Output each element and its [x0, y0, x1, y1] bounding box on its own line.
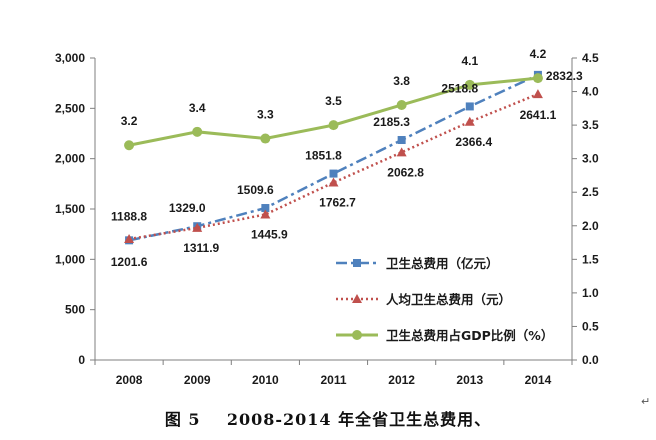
right-tick-label: 2.5 — [582, 185, 599, 199]
x-tick-label: 2011 — [320, 373, 346, 387]
right-tick-label: 3.0 — [582, 152, 599, 166]
data-label-per-capita: 1311.9 — [183, 241, 219, 255]
data-label-gdp-ratio: 3.4 — [189, 101, 206, 115]
data-label-per-capita: 1445.9 — [251, 227, 288, 241]
legend-label-1: 卫生总费用（亿元） — [386, 256, 499, 271]
left-tick-label: 500 — [65, 303, 85, 317]
right-tick-label: 4.0 — [582, 85, 599, 99]
line-chart: 0 500 1,000 1,500 2,000 2,500 3,000 0.0 0.5 1.0 1.… — [55, 47, 599, 387]
left-tick-label: 3,000 — [55, 51, 85, 65]
triangle-marker — [328, 177, 339, 187]
x-tick-label: 2013 — [456, 373, 483, 387]
data-label-per-capita: 1201.6 — [111, 255, 148, 269]
left-tick-label: 2,000 — [55, 152, 85, 166]
circle-marker — [532, 73, 543, 84]
data-label-gdp-ratio: 4.2 — [530, 47, 547, 61]
left-tick-label: 1,500 — [55, 202, 85, 216]
square-marker — [397, 136, 406, 145]
right-tick-label: 0.5 — [582, 319, 599, 333]
series-line-2 — [128, 92, 539, 241]
circle-marker — [328, 120, 339, 131]
right-tick-label: 3.5 — [582, 118, 599, 132]
left-tick-label: 0 — [78, 353, 85, 367]
circle-marker — [124, 140, 135, 151]
data-label-per-capita: 2366.4 — [455, 135, 492, 149]
triangle-marker — [260, 209, 271, 219]
circle-marker — [464, 79, 475, 90]
left-tick-label: 2,500 — [55, 101, 85, 115]
data-label-total: 1509.6 — [237, 183, 274, 197]
data-label-total: 1329.0 — [169, 201, 206, 215]
right-tick-label: 2.0 — [582, 219, 599, 233]
triangle-marker — [532, 89, 543, 99]
legend-label-2: 人均卫生总费用（元） — [386, 292, 511, 307]
data-label-total: 2832.3 — [546, 69, 583, 83]
circle-marker — [192, 126, 203, 137]
legend-square-marker — [353, 259, 361, 267]
data-label-total: 2518.8 — [441, 81, 478, 95]
data-label-total: 2185.3 — [373, 115, 410, 129]
x-tick-label: 2008 — [116, 373, 143, 387]
triangle-marker — [124, 234, 135, 244]
right-tick-label: 4.5 — [582, 51, 599, 65]
triangle-marker — [464, 116, 475, 126]
legend-circle-marker — [352, 330, 362, 340]
legend-triangle-marker — [352, 294, 362, 303]
x-tick-label: 2014 — [525, 373, 552, 387]
square-marker — [329, 169, 338, 178]
data-label-total: 1188.8 — [111, 209, 147, 223]
triangle-marker — [396, 147, 407, 157]
square-marker — [261, 204, 270, 213]
data-label-gdp-ratio: 3.8 — [393, 74, 410, 88]
right-tick-label: 1.5 — [582, 252, 599, 266]
right-tick-label: 0.0 — [582, 353, 599, 367]
data-label-per-capita: 1762.7 — [319, 196, 356, 210]
x-tick-label: 2010 — [252, 373, 279, 387]
x-tick-label: 2009 — [184, 373, 211, 387]
x-tick-label: 2012 — [388, 373, 415, 387]
circle-marker — [260, 133, 271, 144]
data-label-gdp-ratio: 3.3 — [257, 108, 274, 122]
circle-marker — [396, 99, 407, 110]
data-label-per-capita: 2641.1 — [520, 108, 557, 122]
data-label-total: 1851.8 — [305, 149, 342, 163]
data-label-gdp-ratio: 4.1 — [461, 54, 478, 68]
figure-caption: 图 5 2008-2014 年全省卫生总费用、 — [164, 410, 492, 429]
left-tick-label: 1,000 — [55, 252, 85, 266]
right-tick-label: 1.0 — [582, 286, 599, 300]
data-label-gdp-ratio: 3.5 — [325, 94, 342, 108]
triangle-marker — [192, 222, 203, 232]
paragraph-mark: ↵ — [641, 395, 651, 408]
data-label-gdp-ratio: 3.2 — [121, 114, 138, 128]
square-marker — [465, 102, 474, 111]
legend-label-3: 卫生总费用占GDP比例（%） — [386, 328, 553, 343]
data-label-per-capita: 2062.8 — [387, 165, 424, 179]
